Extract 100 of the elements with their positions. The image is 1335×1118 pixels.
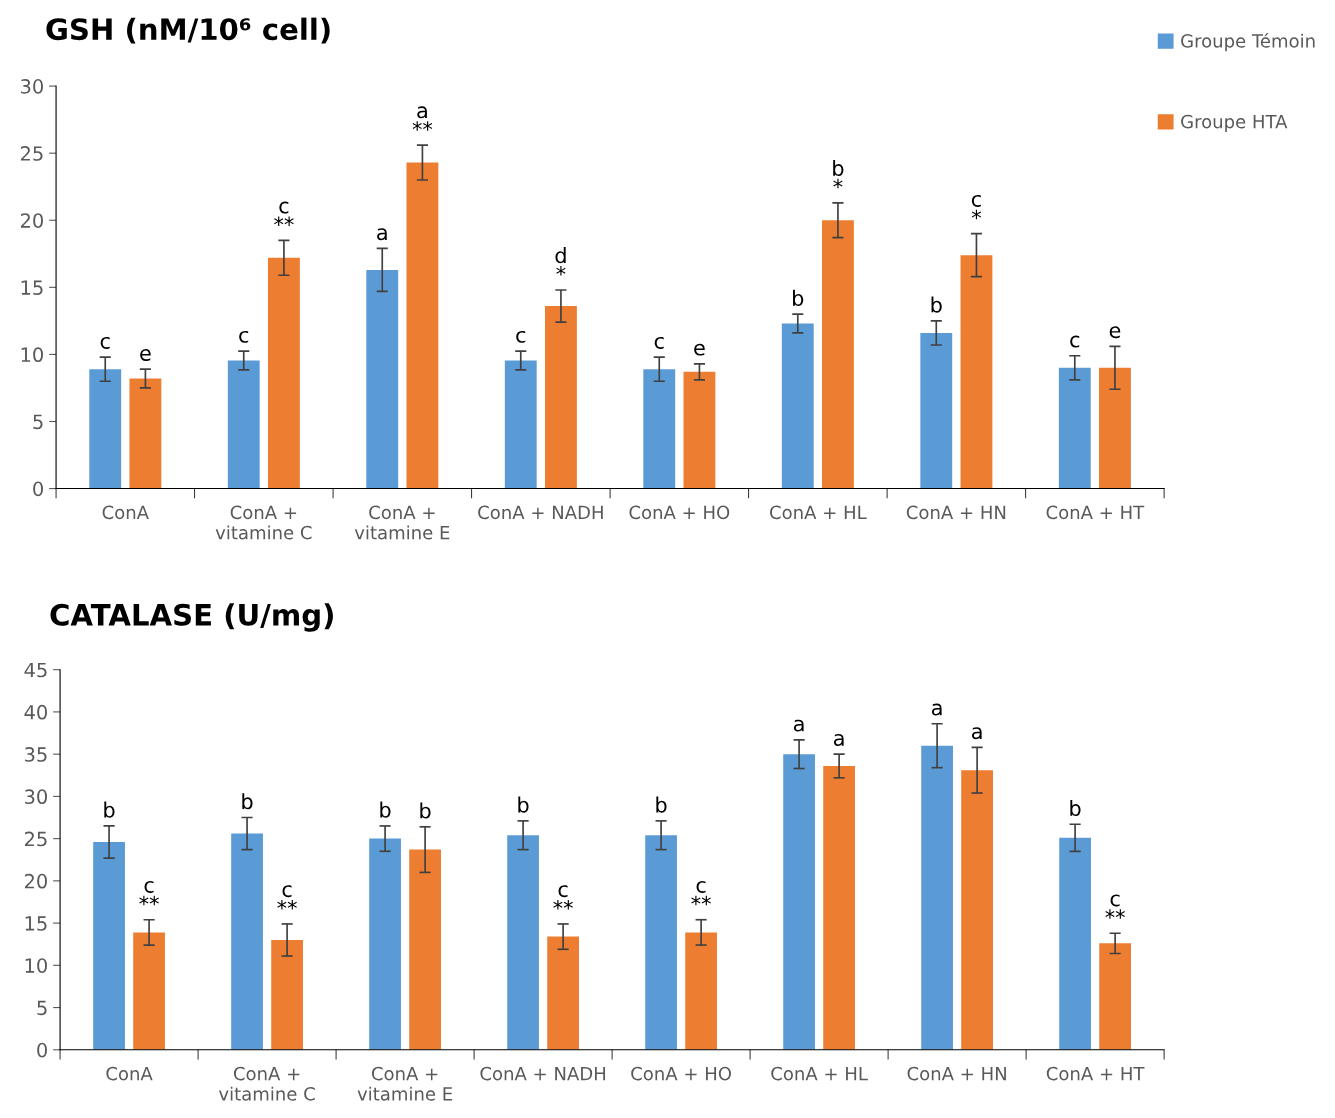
- y-tick-label: 25: [24, 831, 47, 847]
- x-tick-label: ConA + HL: [770, 505, 867, 520]
- x-tick-label: ConA + HL: [771, 1066, 868, 1081]
- data-label: a **: [412, 106, 433, 131]
- bar: [267, 257, 300, 489]
- data-label: e: [140, 349, 151, 361]
- bar: [366, 269, 399, 489]
- bar: [133, 932, 165, 1050]
- data-label: c: [1070, 335, 1080, 348]
- bar: [1058, 367, 1091, 489]
- bar: [89, 369, 122, 489]
- legend-label: Groupe Témoin: [1181, 33, 1315, 52]
- bar: [643, 369, 676, 489]
- data-label: a: [971, 727, 982, 740]
- bar: [1099, 943, 1131, 1050]
- bar: [129, 378, 162, 489]
- data-label: b: [242, 793, 253, 810]
- x-tick-label: ConA + HT: [1046, 1066, 1145, 1081]
- y-tick-label: 30: [25, 789, 47, 805]
- bar: [227, 360, 260, 489]
- bar: [504, 360, 537, 489]
- bar: [783, 754, 815, 1050]
- data-label: a: [377, 228, 387, 241]
- y-tick-label: 45: [24, 662, 47, 678]
- data-label: c **: [691, 880, 711, 906]
- data-label: b: [420, 802, 431, 819]
- bar: [961, 770, 993, 1050]
- data-label: c **: [139, 880, 159, 906]
- y-tick-label: 15: [25, 916, 47, 931]
- data-label: c: [654, 336, 664, 349]
- y-tick-label: 30: [21, 79, 43, 94]
- x-tick-label: ConA + vitamine C: [215, 505, 312, 540]
- y-tick-label: 5: [37, 1000, 47, 1016]
- data-label: b: [104, 801, 115, 818]
- y-tick-label: 15: [21, 280, 43, 295]
- data-label: b: [518, 796, 529, 813]
- data-label: c: [100, 336, 110, 349]
- data-label: c **: [274, 201, 294, 226]
- y-tick-label: 20: [20, 213, 43, 228]
- data-label: b: [793, 289, 804, 306]
- chart-title: GSH (nM/10⁶ cell): [46, 17, 330, 44]
- y-tick-label: 40: [24, 704, 47, 720]
- bar: [1059, 837, 1091, 1050]
- data-label: b: [931, 296, 942, 313]
- data-label: c **: [277, 885, 297, 910]
- data-label: c: [516, 330, 526, 343]
- bar: [645, 835, 677, 1050]
- data-label: d *: [555, 247, 566, 276]
- bar: [781, 323, 814, 489]
- x-tick-label: ConA + vitamine E: [357, 1066, 453, 1101]
- data-label: e: [1109, 326, 1121, 339]
- data-label: c **: [1105, 894, 1125, 919]
- bar: [409, 849, 441, 1050]
- x-tick-label: ConA: [106, 1066, 153, 1081]
- x-tick-label: ConA: [102, 505, 149, 520]
- bar: [822, 220, 854, 489]
- data-label: b: [1070, 799, 1081, 817]
- x-tick-label: ConA + HN: [907, 1066, 1006, 1081]
- bar: [547, 936, 579, 1050]
- chart-title: CATALASE (U/mg): [50, 603, 333, 632]
- y-tick-label: 0: [37, 1042, 47, 1058]
- data-label: b: [380, 801, 391, 818]
- bar: [369, 838, 401, 1050]
- x-tick-label: ConA + NADH: [480, 1066, 606, 1081]
- x-tick-label: ConA + HO: [629, 505, 730, 520]
- bar: [545, 306, 577, 489]
- data-label: b: [656, 796, 667, 813]
- bar: [960, 255, 993, 489]
- data-label: a: [833, 733, 844, 746]
- y-tick-label: 10: [21, 347, 43, 363]
- x-tick-label: ConA + vitamine C: [218, 1066, 315, 1101]
- data-label: e: [694, 343, 705, 356]
- x-tick-label: ConA + HT: [1046, 505, 1145, 520]
- bar: [685, 932, 717, 1050]
- bar: [231, 833, 263, 1050]
- data-label: a: [793, 719, 804, 732]
- bar: [683, 371, 716, 489]
- y-tick-label: 35: [25, 747, 47, 762]
- bar: [406, 162, 439, 489]
- y-tick-label: 20: [24, 873, 47, 889]
- y-tick-label: 25: [20, 146, 43, 161]
- data-label: b *: [833, 159, 844, 189]
- y-tick-label: 0: [33, 481, 43, 497]
- x-tick-label: ConA + NADH: [478, 505, 603, 520]
- bar: [507, 835, 539, 1050]
- x-tick-label: ConA + vitamine E: [354, 505, 450, 540]
- bar: [1099, 367, 1131, 489]
- x-tick-label: ConA + HO: [631, 1066, 732, 1081]
- data-label: c **: [553, 885, 573, 910]
- data-label: a: [931, 703, 942, 716]
- bar: [921, 745, 953, 1050]
- bar: [93, 842, 125, 1050]
- y-tick-label: 5: [33, 414, 43, 430]
- x-tick-label: ConA + HN: [906, 505, 1006, 520]
- data-label: c: [239, 330, 249, 343]
- bar: [920, 332, 953, 489]
- legend-label: Groupe HTA: [1181, 114, 1288, 132]
- bar: [271, 939, 303, 1050]
- data-label: c *: [971, 194, 982, 220]
- bar: [823, 765, 855, 1050]
